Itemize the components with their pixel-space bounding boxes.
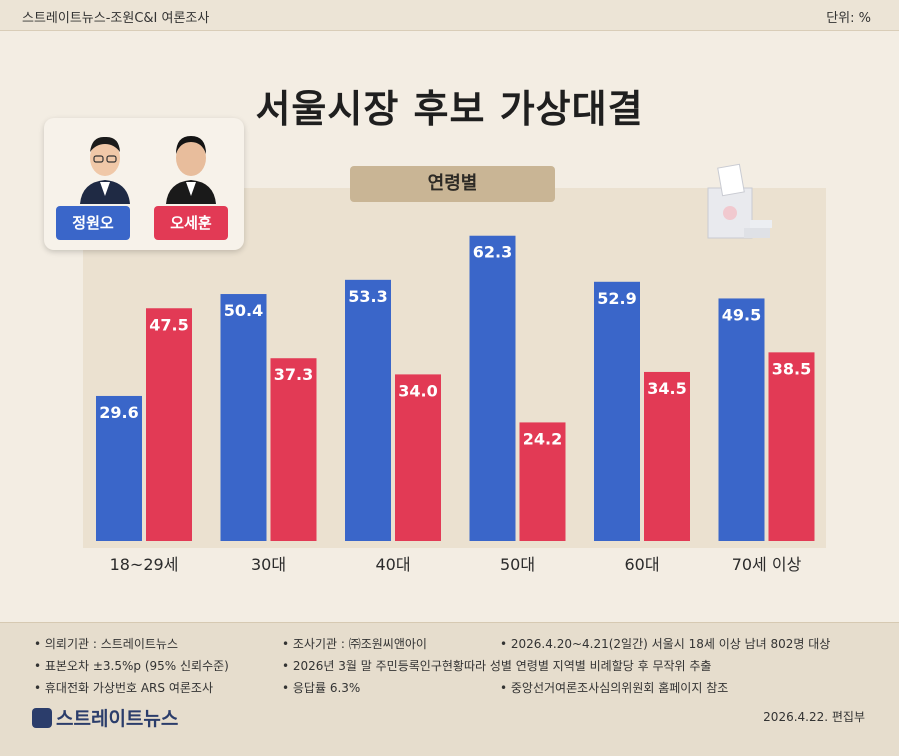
bar-oh-3 (519, 422, 566, 541)
bar-oh-5 (768, 352, 815, 541)
ballot-box-icon (707, 163, 772, 239)
bar-oh-0 (146, 308, 192, 541)
footer-client: • 의뢰기관 : 스트레이트뉴스 (34, 637, 179, 651)
logo-text: 스트레이트뉴스 (56, 708, 179, 730)
bar-oh-1 (270, 358, 317, 541)
bar-jeong-2 (345, 279, 391, 541)
top-bar: 스트레이트뉴스-조원C&I 여론조사 단위: % (0, 0, 899, 31)
footer-margin: • 표본오차 ±3.5%p (95% 신뢰수준) (34, 659, 229, 673)
value-label-jeong-1: 50.4 (224, 301, 263, 320)
footer: • 의뢰기관 : 스트레이트뉴스 • 조사기관 : ㈜조원씨앤아이 • 2026… (0, 622, 899, 756)
value-label-oh-5: 38.5 (772, 359, 811, 378)
bar-jeong-1 (220, 294, 267, 541)
category-label-3: 50대 (500, 555, 535, 574)
candidate-1-avatar (74, 126, 136, 204)
value-label-jeong-2: 53.3 (348, 287, 387, 306)
footer-sampling: • 2026년 3월 말 주민등록인구현황따라 성별 연령별 지역별 비례할당 … (282, 659, 712, 673)
value-label-oh-2: 34.0 (398, 381, 437, 400)
category-label-4: 60대 (624, 555, 659, 574)
category-label-2: 40대 (375, 555, 410, 574)
unit-label: 단위: % (826, 11, 871, 26)
footer-response-rate: • 응답률 6.3% (282, 681, 361, 695)
category-label-5: 70세 이상 (732, 555, 802, 574)
bar-oh-2 (395, 374, 441, 541)
bar-jeong-5 (718, 298, 765, 541)
footer-method: • 휴대전화 가상번호 ARS 여론조사 (34, 681, 213, 695)
chart-subtitle: 연령별 (350, 166, 555, 202)
value-label-jeong-3: 62.3 (473, 243, 512, 262)
bar-jeong-3 (469, 235, 516, 542)
legend: 정원오 오세훈 (44, 118, 244, 250)
category-label-1: 30대 (251, 555, 286, 574)
logo-mark-icon (32, 708, 52, 728)
bar-jeong-4 (594, 281, 640, 541)
footer-period: • 2026.4.20~4.21(2일간) 서울시 18세 이상 남녀 802명… (500, 637, 831, 651)
candidate-2-avatar (160, 126, 222, 204)
value-label-jeong-0: 29.6 (99, 403, 138, 422)
logo: 스트레이트뉴스 (32, 704, 178, 731)
edit-date: 2026.4.22. 편집부 (763, 710, 865, 724)
category-label-0: 18~29세 (110, 555, 179, 574)
legend-item-oh: 오세훈 (154, 206, 228, 240)
value-label-oh-1: 37.3 (274, 365, 313, 384)
value-label-jeong-4: 52.9 (597, 289, 636, 308)
legend-item-jeong: 정원오 (56, 206, 130, 240)
footer-reference: • 중앙선거여론조사심의위원회 홈페이지 참조 (500, 681, 729, 695)
value-label-oh-3: 24.2 (523, 429, 562, 448)
bar-oh-4 (644, 371, 690, 541)
bar-chart: 29.6 47.5 18~29세 50.4 37.3 30대 53.3 34.0 40대 62.3… (96, 235, 815, 574)
survey-source: 스트레이트뉴스-조원C&I 여론조사 (22, 11, 210, 26)
value-label-jeong-5: 49.5 (722, 305, 761, 324)
value-label-oh-4: 34.5 (647, 379, 686, 398)
value-label-oh-0: 47.5 (149, 315, 188, 334)
footer-agency: • 조사기관 : ㈜조원씨앤아이 (282, 637, 427, 651)
chart-title: 서울시장 후보 가상대결 (255, 87, 644, 131)
bar-jeong-0 (96, 395, 142, 541)
